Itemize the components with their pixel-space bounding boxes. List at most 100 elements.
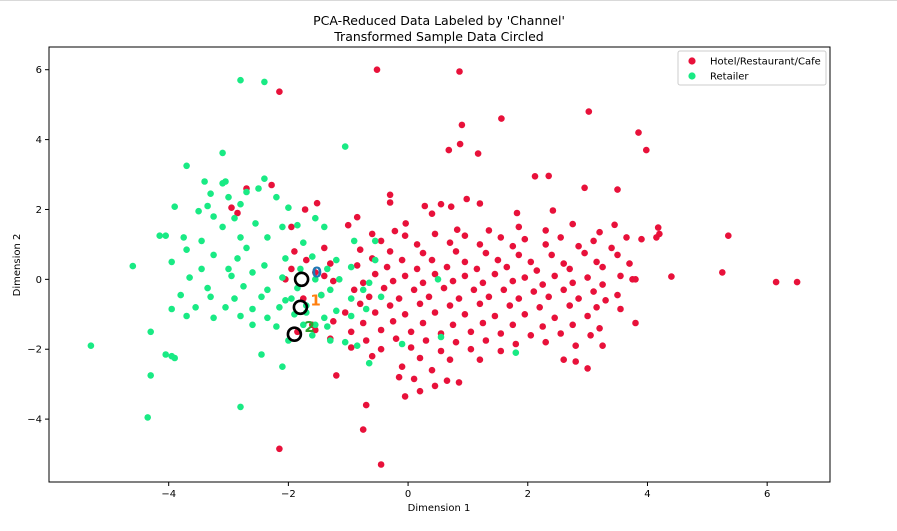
point-hotel-restaurant-cafe-204: [428, 366, 436, 374]
legend-box: [677, 50, 827, 86]
point-hotel-restaurant-cafe-143: [446, 302, 454, 309]
point-hotel-restaurant-cafe-72: [515, 251, 523, 259]
point-hotel-restaurant-cafe-123: [440, 284, 448, 292]
point-retailer-104: [162, 351, 169, 358]
point-hotel-restaurant-cafe-191: [377, 345, 385, 353]
point-retailer-105: [171, 354, 178, 362]
point-hotel-restaurant-cafe-113: [419, 279, 427, 287]
point-retailer-96: [327, 337, 334, 344]
point-retailer-48: [249, 269, 256, 276]
point-retailer-97: [341, 338, 349, 346]
point-retailer-75: [192, 304, 199, 311]
point-hotel-restaurant-cafe-54: [725, 232, 732, 239]
point-hotel-restaurant-cafe-45: [401, 232, 409, 239]
point-hotel-restaurant-cafe-198: [446, 356, 454, 364]
point-hotel-restaurant-cafe-81: [527, 258, 535, 266]
point-hotel-restaurant-cafe-119: [599, 281, 606, 288]
point-retailer-4: [201, 178, 208, 185]
point-hotel-restaurant-cafe-92: [533, 267, 541, 274]
point-hotel-restaurant-cafe-83: [593, 258, 600, 266]
point-retailer-76: [222, 304, 229, 311]
point-hotel-restaurant-cafe-141: [386, 302, 394, 309]
point-hotel-restaurant-cafe-74: [581, 249, 588, 257]
point-hotel-restaurant-cafe-35: [391, 227, 399, 235]
point-hotel-restaurant-cafe-203: [398, 363, 406, 371]
point-retailer-110: [237, 403, 244, 411]
point-retailer-37: [183, 246, 190, 253]
point-hotel-restaurant-cafe-137: [545, 293, 552, 301]
point-retailer-21: [312, 214, 319, 222]
point-hotel-restaurant-cafe-12: [545, 172, 552, 180]
point-retailer-27: [198, 237, 205, 245]
point-hotel-restaurant-cafe-102: [584, 274, 591, 281]
x-axis-label: Dimension 1: [408, 503, 471, 514]
point-hotel-restaurant-cafe-186: [512, 340, 520, 348]
point-retailer-109: [279, 363, 286, 371]
point-hotel-restaurant-cafe-160: [330, 318, 337, 325]
point-hotel-restaurant-cafe-185: [482, 337, 490, 344]
circled-sample-2: [286, 326, 303, 343]
point-hotel-restaurant-cafe-208: [455, 379, 463, 386]
point-retailer-87: [321, 314, 328, 322]
point-retailer-24: [180, 234, 187, 241]
point-retailer-94: [309, 332, 316, 339]
point-hotel-restaurant-cafe-149: [617, 305, 624, 313]
point-hotel-restaurant-cafe-101: [551, 272, 558, 280]
point-hotel-restaurant-cafe-71: [482, 249, 490, 257]
point-hotel-restaurant-cafe-122: [410, 286, 418, 294]
point-retailer-59: [365, 279, 373, 287]
point-hotel-restaurant-cafe-182: [392, 335, 400, 343]
point-retailer-84: [237, 312, 244, 320]
point-hotel-restaurant-cafe-164: [449, 321, 457, 329]
point-retailer-0: [237, 76, 244, 84]
point-hotel-restaurant-cafe-80: [494, 256, 502, 264]
point-hotel-restaurant-cafe-20: [476, 200, 484, 207]
point-hotel-restaurant-cafe-201: [572, 358, 579, 365]
point-retailer-44: [168, 258, 175, 266]
point-hotel-restaurant-cafe-110: [330, 277, 337, 285]
point-hotel-restaurant-cafe-154: [461, 311, 469, 318]
point-retailer-57: [336, 276, 343, 283]
point-hotel-restaurant-cafe-172: [377, 326, 385, 334]
point-hotel-restaurant-cafe-188: [572, 342, 579, 350]
plot-area: [49, 47, 830, 482]
point-hotel-restaurant-cafe-128: [590, 288, 597, 295]
point-hotel-restaurant-cafe-107: [793, 278, 801, 286]
point-hotel-restaurant-cafe-67: [356, 246, 364, 253]
point-hotel-restaurant-cafe-219: [312, 269, 319, 276]
point-hotel-restaurant-cafe-88: [413, 265, 421, 273]
point-retailer-2: [219, 149, 226, 157]
point-hotel-restaurant-cafe-99: [491, 270, 499, 278]
point-hotel-restaurant-cafe-189: [599, 342, 606, 350]
point-hotel-restaurant-cafe-175: [467, 328, 475, 336]
point-hotel-restaurant-cafe-30: [402, 220, 410, 227]
point-hotel-restaurant-cafe-161: [359, 319, 367, 327]
sample-label-1: 1: [310, 291, 320, 309]
point-hotel-restaurant-cafe-139: [602, 297, 609, 304]
point-retailer-56: [312, 276, 319, 283]
point-retailer-72: [347, 295, 355, 302]
point-retailer-35: [300, 239, 307, 246]
point-retailer-71: [318, 291, 325, 299]
point-hotel-restaurant-cafe-41: [234, 209, 241, 217]
point-hotel-restaurant-cafe-4: [498, 115, 505, 122]
point-retailer-64: [327, 286, 334, 294]
point-hotel-restaurant-cafe-100: [521, 274, 529, 281]
point-hotel-restaurant-cafe-73: [548, 251, 555, 259]
point-hotel-restaurant-cafe-162: [389, 318, 397, 325]
point-retailer-12: [273, 193, 280, 201]
point-hotel-restaurant-cafe-117: [539, 281, 546, 288]
point-hotel-restaurant-cafe-127: [560, 286, 567, 294]
point-hotel-restaurant-cafe-192: [407, 344, 415, 351]
sample-label-0: 0: [312, 263, 322, 281]
y-tick-label-0: 0: [36, 275, 42, 286]
point-hotel-restaurant-cafe-158: [584, 312, 591, 320]
legend-marker-retailer: [688, 72, 696, 80]
point-hotel-restaurant-cafe-87: [383, 263, 391, 271]
point-hotel-restaurant-cafe-3: [585, 108, 593, 115]
point-hotel-restaurant-cafe-97: [431, 270, 439, 278]
point-retailer-54: [228, 272, 235, 280]
point-hotel-restaurant-cafe-66: [321, 244, 328, 252]
point-hotel-restaurant-cafe-55: [377, 237, 385, 245]
